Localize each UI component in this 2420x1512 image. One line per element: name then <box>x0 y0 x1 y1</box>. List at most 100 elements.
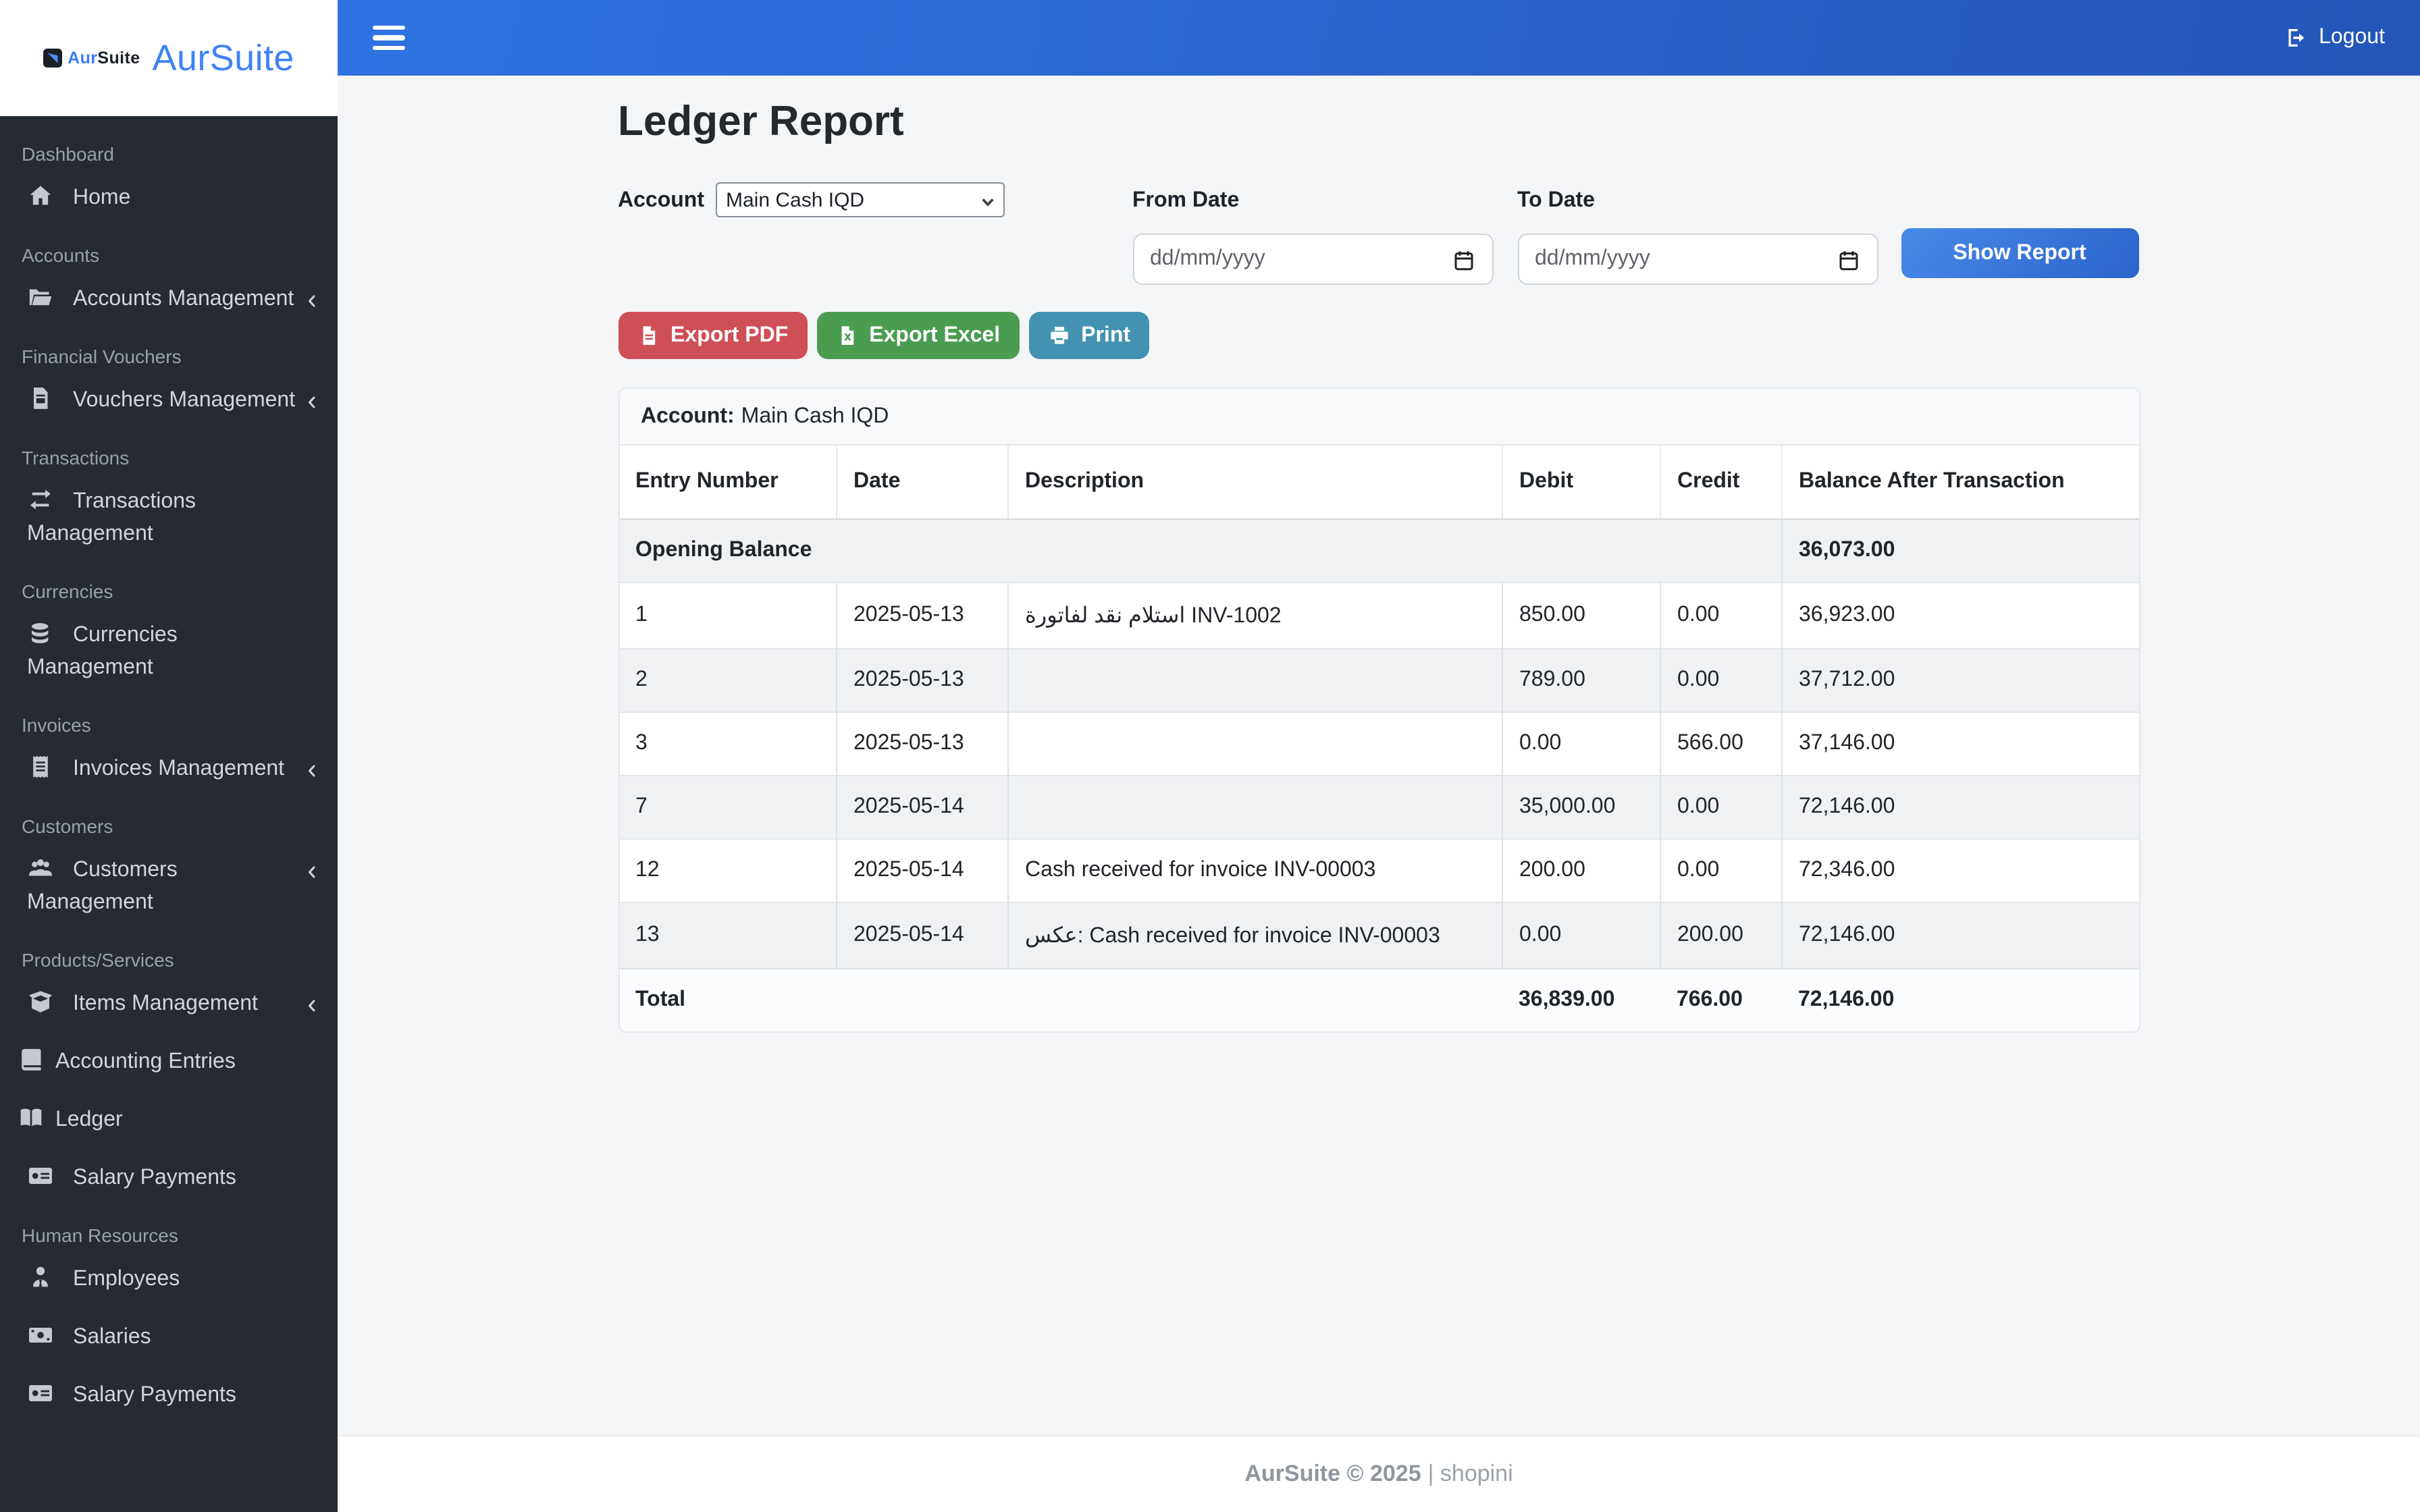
debit-cell: 35,000.00 <box>1502 775 1660 839</box>
sidebar-item-invoices-management[interactable]: Invoices Management <box>0 742 338 796</box>
header-row: Entry Number Date Description Debit Credit Ba… <box>619 446 2138 520</box>
sidebar-item-label: Items Management <box>73 992 258 1015</box>
total-balance: 72,146.00 <box>1782 968 2138 1031</box>
file-excel-icon <box>841 326 853 345</box>
sidebar-item-label: Ledger <box>55 1108 123 1131</box>
column-header-description: Description <box>1007 446 1502 520</box>
sidebar-item-label: Salaries <box>73 1326 151 1349</box>
balance-cell: 36,923.00 <box>1781 582 2138 649</box>
total-label: Total <box>619 968 1502 1031</box>
debit-cell: 789.00 <box>1502 648 1660 712</box>
sidebar-item-salary-payments[interactable]: Salary Payments <box>0 1369 338 1423</box>
ledger-report-card: Account: Main Cash IQD Entry Number Date D… <box>618 387 2140 1033</box>
calendar-icon <box>1454 251 1473 271</box>
sidebar-item-label: Invoices Management <box>73 757 285 780</box>
sidebar-item-accounting-entries[interactable]: Accounting Entries <box>0 1035 338 1089</box>
balance-cell: 72,146.00 <box>1781 775 2138 839</box>
footer-vendor: | shopini <box>1427 1461 1513 1486</box>
brand-name: AurSuite <box>152 37 294 78</box>
sidebar-item-salary-payments[interactable]: Salary Payments <box>0 1152 338 1206</box>
sidebar-item-currencies-management[interactable]: Currencies Management <box>0 609 338 695</box>
column-header-balance-after-transaction: Balance After Transaction <box>1781 446 2138 520</box>
sidebar-item-label: Vouchers Management <box>73 389 296 412</box>
entry-cell: 7 <box>619 775 837 839</box>
print-button[interactable]: Print <box>1028 312 1150 359</box>
sidebar-item-transactions-management[interactable]: Transactions Management <box>0 475 338 562</box>
opening-balance-label: Opening Balance <box>619 518 1782 583</box>
sidebar-item-label: Salary Payments <box>73 1384 236 1407</box>
box-open-icon <box>27 991 73 1015</box>
logout-button[interactable]: Logout <box>2284 26 2385 50</box>
to-date-input[interactable]: dd/mm/yyyy <box>1517 234 1878 285</box>
date-cell: 2025-05-14 <box>836 775 1008 839</box>
calendar-icon <box>1839 251 1858 271</box>
hamburger-menu-icon[interactable] <box>373 25 405 51</box>
sidebar-item-items-management[interactable]: Items Management <box>0 977 338 1031</box>
credit-cell: 200.00 <box>1660 902 1782 969</box>
sidebar-item-employees[interactable]: Employees <box>0 1253 338 1307</box>
sidebar-item-salaries[interactable]: Salaries <box>0 1311 338 1365</box>
sidebar-item-vouchers-management[interactable]: Vouchers Management <box>0 374 338 428</box>
ledger-table: Entry Number Date Description Debit Credit Ba… <box>619 446 2138 1031</box>
date-cell: 2025-05-13 <box>836 711 1008 776</box>
description-cell <box>1007 775 1502 839</box>
sidebar: AurSuite AurSuite Dashboard Home Accounts A… <box>0 0 338 1512</box>
ledger-table-body: Opening Balance 36,073.00 1 2025-05-13 استلا… <box>619 518 2138 969</box>
sidebar-section-products-services: Products/Services <box>22 949 174 971</box>
sidebar-section-human-resources: Human Resources <box>22 1224 178 1246</box>
sidebar-section-customers: Customers <box>22 815 113 837</box>
table-row: 12 2025-05-14 Cash received for invoice IN… <box>619 838 2138 902</box>
book-open-icon <box>18 1108 55 1131</box>
arrows-exchange-icon <box>27 489 73 513</box>
sidebar-section-invoices: Invoices <box>22 714 91 736</box>
debit-cell: 850.00 <box>1502 582 1660 649</box>
balance-cell: 72,146.00 <box>1781 902 2138 969</box>
show-report-button[interactable]: Show Report <box>1901 228 2138 278</box>
credit-cell: 0.00 <box>1660 582 1782 649</box>
account-prefix: Account: <box>641 404 735 427</box>
account-label: Account <box>618 188 704 211</box>
sidebar-item-label: Salary Payments <box>73 1166 236 1189</box>
sidebar-item-label: Customers Management <box>27 859 178 914</box>
credit-cell: 0.00 <box>1660 838 1782 902</box>
from-date-placeholder: dd/mm/yyyy <box>1150 247 1265 270</box>
brand-logo: AurSuite AurSuite <box>0 0 338 116</box>
account-select[interactable]: Main Cash IQD <box>715 182 1004 217</box>
export-actions: Export PDF Export Excel Print <box>618 312 2140 359</box>
entry-cell: 13 <box>619 902 837 969</box>
sidebar-item-label: Transactions Management <box>27 490 196 545</box>
total-row: Total 36,839.00 766.00 72,146.00 <box>619 968 2138 1031</box>
table-row: 1 2025-05-13 استلام نقد لفاتورة INV-1002 85… <box>619 582 2138 649</box>
to-date-placeholder: dd/mm/yyyy <box>1535 247 1650 270</box>
entry-cell: 3 <box>619 711 837 776</box>
footer-copyright: AurSuite © 2025 <box>1244 1461 1421 1486</box>
sidebar-section-financial-vouchers: Financial Vouchers <box>22 346 182 367</box>
total-debit: 36,839.00 <box>1502 968 1660 1031</box>
chevron-left-icon <box>302 994 321 1026</box>
debit-cell: 200.00 <box>1502 838 1660 902</box>
sidebar-item-label: Accounting Entries <box>55 1050 236 1073</box>
balance-cell: 72,346.00 <box>1781 838 2138 902</box>
sidebar-section-currencies: Currencies <box>22 580 113 602</box>
balance-cell: 37,146.00 <box>1781 711 2138 776</box>
folder-open-icon <box>27 288 73 310</box>
sidebar-section-accounts: Accounts <box>22 244 100 266</box>
topbar: Logout <box>338 0 2420 76</box>
sidebar-item-accounts-management[interactable]: Accounts Management <box>0 273 338 327</box>
sidebar-item-home[interactable]: Home <box>0 171 338 225</box>
credit-cell: 566.00 <box>1660 711 1782 776</box>
from-date-input[interactable]: dd/mm/yyyy <box>1132 234 1493 285</box>
description-cell <box>1007 711 1502 776</box>
sidebar-item-customers-management[interactable]: Customers Management <box>0 844 338 930</box>
chevron-left-icon <box>302 289 321 321</box>
export-excel-button[interactable]: Export Excel <box>816 312 1020 359</box>
export-pdf-button[interactable]: Export PDF <box>618 312 808 359</box>
to-date-label: To Date <box>1517 189 1595 212</box>
footer: AurSuite © 2025 | shopini <box>338 1435 2420 1512</box>
sidebar-item-ledger[interactable]: Ledger <box>0 1094 338 1148</box>
aursuite-logo-icon: AurSuite <box>43 49 140 68</box>
credit-cell: 0.00 <box>1660 775 1782 839</box>
table-row: 2 2025-05-13 789.00 0.00 37,712.00 <box>619 648 2138 712</box>
coins-icon <box>27 623 73 647</box>
